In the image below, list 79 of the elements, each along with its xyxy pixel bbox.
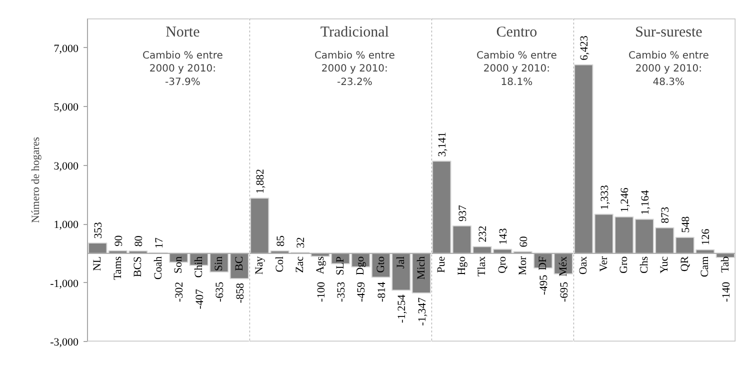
x-tick-label: BC: [233, 256, 246, 272]
data-label: 232: [477, 226, 490, 242]
data-label: 1,882: [254, 168, 267, 194]
data-label: 85: [274, 235, 287, 247]
y-tick-label: -3,000: [50, 336, 79, 348]
data-label: 126: [700, 228, 712, 246]
data-label: -140: [720, 281, 732, 302]
x-tick-label: Gro: [618, 256, 630, 274]
data-label: 143: [498, 228, 510, 245]
x-tick-label: Cam: [699, 256, 712, 278]
y-tick-label: -1,000: [50, 278, 79, 290]
data-label: 353: [92, 222, 105, 239]
chart-title: Centro: [496, 24, 538, 40]
data-label: 60: [518, 236, 530, 248]
data-label: 90: [112, 234, 125, 246]
x-tick-label: Gto: [374, 256, 387, 273]
data-label: 1,333: [598, 184, 611, 210]
data-label: -302: [174, 282, 186, 302]
x-tick-label: Zac: [294, 256, 306, 273]
x-tick-label: Jal: [395, 256, 408, 269]
data-label: -814: [376, 281, 388, 302]
x-tick-label: Qro: [496, 256, 508, 274]
y-tick-label: 3,000: [54, 160, 79, 172]
x-tick-label: BCS: [132, 256, 144, 278]
data-label: 32: [295, 237, 308, 248]
x-tick-label: Tlax: [476, 256, 488, 277]
data-label: 548: [680, 216, 692, 233]
chart-title: Tradicional: [320, 24, 389, 40]
x-tick-label: Ver: [598, 256, 610, 272]
annotation: Cambio % entre 2000 y 2010: 18.1%: [476, 50, 557, 88]
chart-title: Norte: [166, 24, 200, 40]
x-tick-label: Ags: [314, 256, 326, 274]
data-label: 80: [133, 235, 146, 247]
y-tick-label: 5,000: [54, 102, 79, 114]
x-tick-label: Pue: [436, 256, 448, 273]
x-tick-label: Tams: [112, 256, 124, 280]
data-label: 17: [153, 237, 166, 249]
data-label: 1,246: [619, 187, 632, 212]
y-tick-label: 7,000: [54, 42, 79, 55]
data-label: -353: [336, 281, 348, 302]
data-label: -635: [214, 281, 226, 302]
x-tick-label: Col: [274, 256, 286, 272]
data-label: 1,164: [639, 190, 652, 215]
data-label: -1,347: [416, 296, 428, 326]
y-axis-title: Número de hogares: [30, 136, 42, 224]
data-label: -407: [194, 288, 206, 310]
data-label: -858: [234, 282, 246, 304]
x-tick-label: Mich: [415, 256, 428, 280]
x-tick-label: Yuc: [658, 256, 671, 274]
x-tick-label: Dgo: [354, 256, 367, 276]
x-tick-label: Chih: [192, 256, 205, 278]
data-label: -1,254: [396, 294, 408, 324]
x-tick-label: Oax: [578, 256, 590, 275]
y-tick-label: 1,000: [54, 219, 79, 232]
annotation: Cambio % entre 2000 y 2010: 48.3%: [628, 50, 709, 88]
x-tick-label: SLP: [334, 256, 346, 276]
annotation: Cambio % entre 2000 y 2010: -23.2%: [314, 50, 395, 88]
data-label: -100: [315, 281, 328, 302]
data-label: 873: [660, 206, 672, 224]
x-tick-label: NL: [92, 256, 104, 272]
x-tick-label: Son: [172, 256, 185, 274]
annotation: Cambio % entre 2000 y 2010: -37.9%: [142, 50, 223, 88]
data-label: 6,423: [578, 35, 591, 60]
x-tick-label: Tab: [719, 256, 732, 273]
x-tick-label: QR: [678, 256, 691, 272]
x-tick-label: Mor: [516, 256, 529, 276]
data-label: 937: [456, 204, 469, 222]
data-label: -695: [558, 281, 570, 302]
x-tick-label: Coah: [152, 256, 164, 280]
data-label: -495: [538, 274, 550, 296]
x-tick-label: DF: [537, 256, 550, 270]
x-tick-label: Méx: [557, 256, 570, 277]
chart-title: Sur-sureste: [635, 24, 703, 40]
data-label: -459: [356, 281, 368, 302]
x-tick-label: Nay: [254, 256, 266, 275]
data-label: 3,141: [436, 132, 449, 157]
x-tick-label: Sin: [213, 256, 226, 272]
x-tick-label: Hgo: [456, 256, 468, 276]
x-tick-label: Chs: [638, 256, 650, 274]
